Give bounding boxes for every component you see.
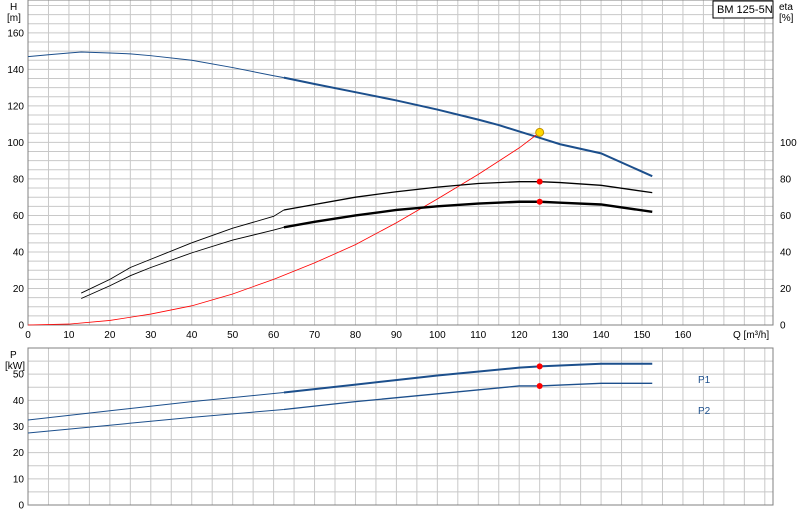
top-chart-series [27,51,653,326]
bottom-chart-series [27,362,653,434]
y-tick-label: 20 [13,284,25,295]
x-axis-label: Q [m³/h] [733,330,769,341]
efficiency-curve-operating [283,181,653,211]
y-tick-label: 60 [13,211,25,222]
y-tick-label: 140 [7,65,24,76]
efficiency-curve-secondary-operating [283,200,653,229]
duty-point-marker [536,198,543,205]
y-tick-label: 100 [7,138,24,149]
series-label-p2: P2 [698,406,711,417]
power-tick-label: 10 [13,474,25,485]
power-tick-label: 30 [13,422,25,433]
x-tick-label: 80 [350,330,362,341]
y-axis-right-label-line2: [%] [779,13,794,24]
y-tick-label: 40 [13,247,25,258]
top-chart-grid [28,0,773,325]
bottom-chart-frame [27,347,774,506]
power-axis-ticks: 0 10 20 30 40 50 [13,370,25,512]
power-tick-label: 50 [13,370,25,381]
y-right-tick-label: 60 [780,211,792,222]
power-axis-label-line2: [kW] [5,361,25,372]
x-tick-label: 100 [429,330,446,341]
x-tick-label: 10 [63,330,75,341]
y-right-tick-label: 0 [780,321,786,332]
head-curve-operating [283,76,653,178]
y-axis-left-ticks: 0 20 40 60 80 100 120 140 160 [7,28,24,331]
bottom-chart-grid [28,348,773,505]
head-curve-extended [27,51,284,79]
x-tick-label: 150 [634,330,651,341]
series-label-p1: P1 [698,375,711,386]
x-tick-label: 140 [593,330,610,341]
y-tick-label: 120 [7,101,24,112]
y-right-tick-label: 100 [780,138,797,149]
npsh-curve [27,132,540,326]
power-duty-marker [536,363,543,370]
y-axis-left-label-line2: [m] [7,13,21,24]
model-label: BM 125-5N [717,4,773,16]
y-axis-right-label-line1: eta [779,2,793,13]
y-tick-label: 160 [7,28,24,39]
x-tick-label: 90 [391,330,403,341]
model-label-box [712,0,774,19]
power-tick-label: 40 [13,396,25,407]
x-tick-label: 160 [675,330,692,341]
power-curve-p1-operating [283,362,653,394]
power-curve-p2-extended [27,408,284,434]
y-tick-label: 80 [13,174,25,185]
x-tick-label: 70 [309,330,321,341]
x-tick-label: 50 [227,330,239,341]
x-tick-label: 20 [104,330,116,341]
y-right-tick-label: 20 [780,284,792,295]
duty-point-marker [536,178,543,185]
x-tick-label: 30 [145,330,157,341]
x-axis-ticks: 0 10 20 30 40 50 60 70 80 90 100 110 120 130 140 150 160 [25,330,692,341]
power-tick-label: 20 [13,448,25,459]
power-axis-label-line1: P [10,350,17,361]
top-chart-frame [27,0,774,326]
duty-point-marker [535,127,545,137]
power-curve-p1-extended [27,391,284,421]
top-chart-markers [535,127,545,205]
x-tick-label: 40 [186,330,198,341]
x-tick-label: 110 [470,330,486,341]
x-tick-label: 0 [25,330,31,341]
x-tick-label: 120 [511,330,528,341]
efficiency-curve-extended [81,209,285,294]
efficiency-curve-secondary-extended [81,226,284,299]
x-tick-label: 130 [552,330,569,341]
power-curve-p2-operating [283,382,653,411]
y-axis-left-label-line1: H [10,2,17,13]
x-tick-label: 60 [268,330,280,341]
bottom-chart-markers [536,363,543,389]
y-right-tick-label: 40 [780,247,792,258]
y-axis-right-ticks: 0 20 40 60 80 100 [780,138,797,332]
y-tick-label: 0 [18,321,24,332]
y-right-tick-label: 80 [780,174,792,185]
power-duty-marker [536,382,543,389]
power-tick-label: 0 [18,501,24,512]
